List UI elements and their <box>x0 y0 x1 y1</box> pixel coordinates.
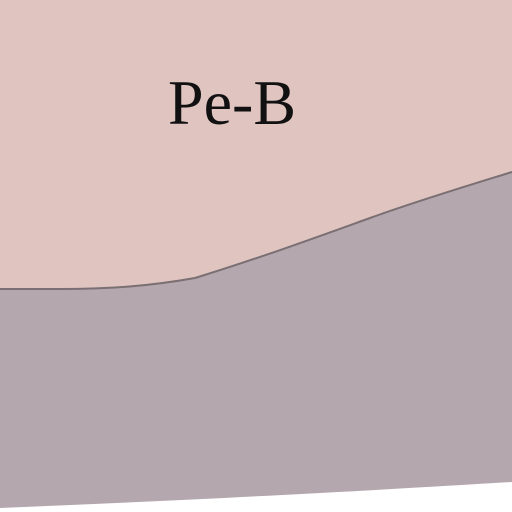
region-label-pe-b: Pe-B <box>168 67 296 138</box>
region-pe-b <box>0 0 512 289</box>
contact-line <box>0 171 512 290</box>
region-lower-unit <box>0 172 512 508</box>
